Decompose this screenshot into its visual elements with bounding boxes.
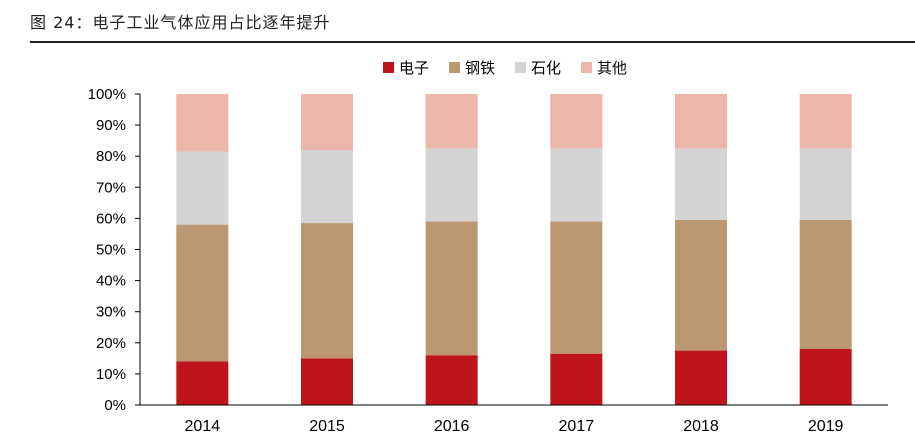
bar-segment [675, 219, 727, 351]
y-tick-label: 40% [96, 273, 126, 290]
y-tick-label: 0% [104, 397, 126, 414]
bar-segment [550, 353, 603, 405]
bar-segment [550, 221, 603, 354]
legend-label: 钢铁 [465, 60, 495, 77]
bar-segment [550, 94, 603, 149]
x-tick-label: 2016 [434, 418, 470, 435]
chart-legend: 电子 钢铁 石化 其他 [383, 60, 627, 77]
bar-segment [799, 219, 852, 350]
legend-swatch [515, 62, 526, 73]
bar-segment [675, 350, 727, 405]
legend-swatch [581, 62, 592, 73]
bar-segment [425, 221, 478, 356]
y-tick-label: 30% [96, 304, 126, 321]
y-tick-label: 70% [96, 179, 126, 196]
legend-label: 其他 [597, 60, 627, 77]
bar-segment [799, 148, 852, 220]
legend-label: 电子 [399, 60, 429, 77]
x-tick-label: 2018 [683, 418, 719, 435]
x-tick-label: 2014 [185, 418, 221, 435]
bar-segment [176, 224, 229, 362]
x-tick-label: 2015 [309, 418, 345, 435]
x-axis: 2014 2015 2016 2017 2018 2019 [140, 404, 888, 435]
legend-label: 石化 [531, 60, 561, 77]
bar-segment [799, 349, 852, 405]
bar-segment [176, 361, 229, 405]
bar-segment [176, 94, 229, 152]
y-axis: 0% 10% 20% 30% 40% 50% 60% 70% 80% 90% 100% [88, 86, 141, 414]
bar-segment [675, 94, 727, 149]
bar-segment [301, 358, 353, 405]
legend-swatch [449, 62, 460, 73]
bar-segment [425, 94, 478, 149]
bar-segment [301, 149, 353, 224]
figure-title: 图 24：电子工业气体应用占比逐年提升 [30, 13, 331, 32]
bar-segment [425, 148, 478, 222]
bar-segment [425, 355, 478, 405]
y-tick-label: 10% [96, 366, 126, 383]
y-tick-label: 60% [96, 210, 126, 227]
bar-segment [301, 223, 353, 359]
y-tick-label: 90% [96, 117, 126, 134]
y-tick-label: 100% [88, 86, 126, 103]
y-tick-label: 50% [96, 242, 126, 259]
legend-swatch [383, 62, 394, 73]
x-tick-label: 2019 [808, 418, 844, 435]
bar-segment [301, 94, 353, 150]
bar-segment [176, 151, 229, 225]
bar-segment [675, 148, 727, 220]
bar-segment [799, 94, 852, 149]
x-tick-label: 2017 [559, 418, 595, 435]
bars [176, 94, 852, 405]
y-tick-label: 80% [96, 148, 126, 165]
y-tick-label: 20% [96, 335, 126, 352]
bar-segment [550, 148, 603, 222]
title-divider [30, 41, 915, 43]
